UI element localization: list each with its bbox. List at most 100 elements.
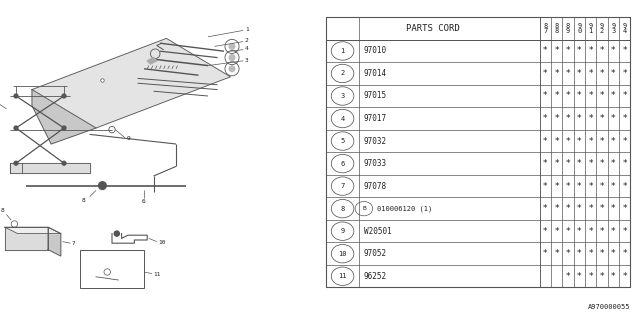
Circle shape [14, 94, 18, 98]
Text: *: * [543, 204, 547, 213]
Text: 4: 4 [245, 46, 248, 52]
Text: 97015: 97015 [364, 92, 387, 100]
Circle shape [14, 126, 18, 130]
Text: *: * [588, 159, 593, 168]
Text: *: * [577, 69, 582, 78]
Text: *: * [623, 69, 627, 78]
Circle shape [228, 43, 236, 50]
Text: *: * [577, 46, 582, 55]
Text: 97014: 97014 [364, 69, 387, 78]
Polygon shape [32, 38, 230, 128]
Text: *: * [623, 46, 627, 55]
Text: *: * [577, 182, 582, 191]
Text: *: * [623, 114, 627, 123]
Text: *: * [577, 204, 582, 213]
Text: *: * [566, 69, 570, 78]
Text: *: * [577, 114, 582, 123]
Circle shape [62, 94, 66, 98]
Text: 2: 2 [245, 38, 248, 44]
Text: *: * [543, 46, 547, 55]
Text: *: * [600, 204, 604, 213]
Text: *: * [623, 249, 627, 258]
Text: *: * [600, 182, 604, 191]
Text: 97032: 97032 [364, 137, 387, 146]
Text: *: * [566, 227, 570, 236]
Text: *: * [600, 249, 604, 258]
Text: *: * [588, 114, 593, 123]
Text: *: * [543, 92, 547, 100]
Text: 8
8: 8 8 [554, 22, 559, 34]
Text: *: * [543, 114, 547, 123]
Text: *: * [554, 69, 559, 78]
Text: *: * [577, 137, 582, 146]
Text: 9
4: 9 4 [623, 22, 627, 34]
Text: *: * [623, 182, 627, 191]
Text: *: * [577, 272, 582, 281]
Text: *: * [588, 92, 593, 100]
Text: *: * [611, 137, 616, 146]
Text: *: * [566, 272, 570, 281]
Circle shape [99, 182, 106, 189]
Text: *: * [588, 69, 593, 78]
Text: *: * [623, 272, 627, 281]
Text: *: * [566, 46, 570, 55]
Polygon shape [5, 227, 61, 234]
Text: *: * [623, 159, 627, 168]
Text: *: * [623, 204, 627, 213]
Bar [326, 17, 630, 287]
Text: *: * [543, 137, 547, 146]
Text: *: * [566, 204, 570, 213]
Text: 9
3: 9 3 [611, 22, 616, 34]
Text: 8: 8 [81, 198, 85, 204]
Text: *: * [600, 114, 604, 123]
Text: 5: 5 [340, 138, 345, 144]
Text: *: * [566, 159, 570, 168]
Text: 10: 10 [339, 251, 347, 257]
Text: *: * [543, 69, 547, 78]
Text: 6: 6 [142, 199, 146, 204]
Text: *: * [600, 137, 604, 146]
Text: *: * [588, 46, 593, 55]
Text: B: B [362, 206, 366, 211]
Text: *: * [566, 137, 570, 146]
Text: *: * [623, 92, 627, 100]
Text: *: * [588, 182, 593, 191]
Text: *: * [600, 272, 604, 281]
Text: 11: 11 [339, 273, 347, 279]
Text: 2: 2 [340, 70, 345, 76]
Polygon shape [5, 227, 48, 250]
Text: *: * [554, 204, 559, 213]
Text: 97017: 97017 [364, 114, 387, 123]
Text: *: * [588, 204, 593, 213]
Circle shape [62, 161, 66, 165]
Text: *: * [543, 159, 547, 168]
Text: *: * [588, 227, 593, 236]
Text: *: * [566, 182, 570, 191]
Text: 4: 4 [340, 116, 345, 122]
Text: *: * [566, 249, 570, 258]
Circle shape [228, 65, 236, 72]
Text: *: * [554, 159, 559, 168]
Text: *: * [611, 92, 616, 100]
Polygon shape [32, 90, 96, 144]
Text: 1: 1 [340, 48, 345, 54]
Text: *: * [611, 249, 616, 258]
Text: *: * [588, 137, 593, 146]
Text: *: * [611, 272, 616, 281]
Text: 97010: 97010 [364, 46, 387, 55]
Text: W20501: W20501 [364, 227, 392, 236]
Text: *: * [600, 92, 604, 100]
Text: 8
9: 8 9 [566, 22, 570, 34]
Text: *: * [611, 46, 616, 55]
Text: *: * [611, 227, 616, 236]
Polygon shape [147, 58, 157, 64]
Text: *: * [611, 204, 616, 213]
Text: *: * [554, 137, 559, 146]
Text: *: * [600, 46, 604, 55]
Text: 3: 3 [245, 58, 248, 63]
Text: 010006120 (1): 010006120 (1) [377, 205, 433, 212]
Text: 7: 7 [72, 241, 76, 246]
Circle shape [62, 126, 66, 130]
Text: *: * [566, 114, 570, 123]
Text: 10: 10 [159, 240, 166, 245]
